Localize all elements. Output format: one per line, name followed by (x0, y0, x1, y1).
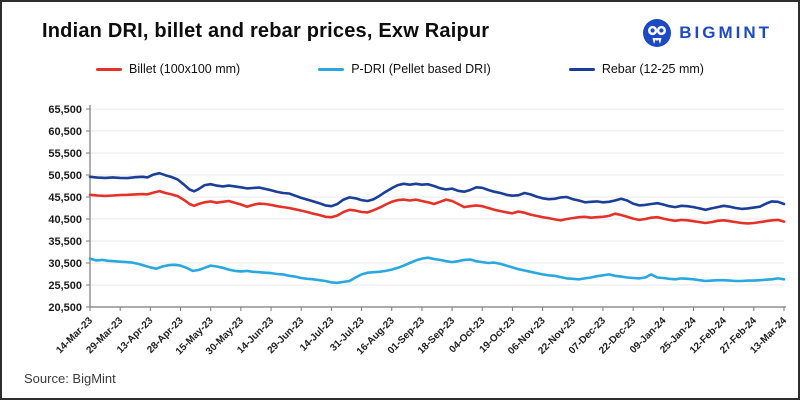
y-tick-label: 45,500 (48, 192, 82, 204)
y-axis: 65,500 60,500 55,500 50,500 45,500 40,500 35,5… (48, 104, 90, 314)
bigmint-logo-text: BIGMINT (679, 23, 772, 42)
legend-item-rebar: Rebar (12-25 mm) (568, 62, 704, 76)
gridlines (90, 108, 784, 286)
rebar-line-swatch (568, 67, 595, 71)
y-tick-label: 35,500 (48, 236, 82, 248)
y-tick-label: 55,500 (48, 148, 82, 160)
series-line-billet-100x100-mm- (88, 189, 786, 225)
legend-label-rebar: Rebar (12-25 mm) (601, 62, 704, 76)
chart-area: 65,500 60,500 55,500 50,500 45,500 40,500 35,5… (2, 97, 798, 369)
series-line-p-dri-pellet-based-dri- (88, 256, 786, 285)
legend-item-billet: Billet (100x100 mm) (96, 62, 240, 76)
pdri-line-swatch (318, 67, 345, 71)
price-chart: 65,500 60,500 55,500 50,500 45,500 40,500 35,5… (48, 104, 789, 357)
bigmint-logo-icon (643, 19, 672, 47)
y-tick-label: 25,500 (48, 280, 82, 292)
y-tick-label: 40,500 (48, 214, 82, 226)
x-axis: 14-Mar-2329-Mar-2313-Apr-2328-Apr-2315-M… (54, 307, 789, 357)
y-tick-label: 30,500 (48, 258, 82, 270)
series-line-rebar-12-25-mm- (88, 171, 786, 212)
header: Indian DRI, billet and rebar prices, Exw… (42, 16, 772, 48)
y-tick-label: 50,500 (48, 170, 82, 182)
chart-legend: Billet (100x100 mm) P-DRI (Pellet based … (2, 62, 798, 76)
page-title: Indian DRI, billet and rebar prices, Exw… (42, 20, 490, 42)
billet-line-swatch (96, 67, 123, 71)
source-note: Source: BigMint (24, 371, 116, 386)
y-tick-label: 65,500 (48, 104, 82, 116)
y-tick-label: 20,500 (48, 302, 82, 314)
legend-label-pdri: P-DRI (Pellet based DRI) (351, 62, 491, 76)
y-tick-label: 60,500 (48, 126, 82, 138)
bigmint-logo: BIGMINT (642, 18, 772, 48)
legend-label-billet: Billet (100x100 mm) (129, 62, 241, 76)
legend-item-pdri: P-DRI (Pellet based DRI) (318, 62, 491, 76)
